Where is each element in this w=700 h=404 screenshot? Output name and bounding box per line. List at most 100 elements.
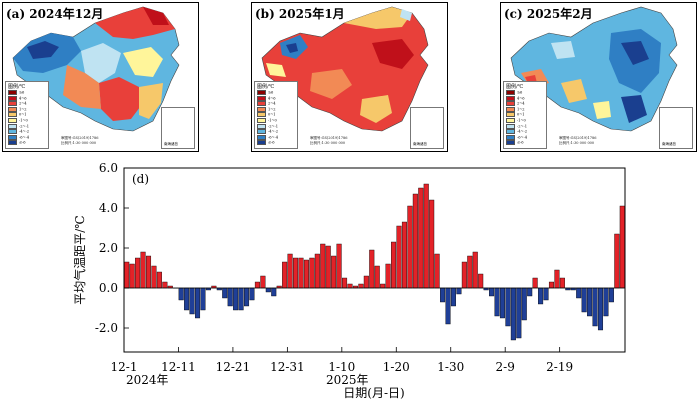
y-tick-label: 2.0 bbox=[99, 241, 118, 255]
legend-swatch bbox=[506, 90, 515, 95]
bar bbox=[190, 288, 195, 314]
bar bbox=[582, 288, 587, 312]
legend-label: -2~-1 bbox=[517, 124, 527, 128]
x-tick-label: 1-30 bbox=[437, 360, 464, 374]
legend-label: 0~1 bbox=[268, 113, 276, 117]
legend-label: -4~-2 bbox=[268, 130, 278, 134]
bar bbox=[538, 288, 543, 304]
legend-label: -4~-2 bbox=[19, 130, 29, 134]
legend-item: ≤-6 bbox=[506, 140, 544, 144]
bar bbox=[620, 206, 625, 288]
y-tick-label: -2.0 bbox=[95, 321, 118, 335]
panel-title: (a) 2024年12月 bbox=[6, 5, 103, 22]
year-label: 2025年 bbox=[326, 373, 369, 387]
bar bbox=[369, 250, 374, 288]
bar bbox=[250, 288, 255, 300]
bar bbox=[282, 262, 287, 288]
bar bbox=[244, 288, 249, 306]
bar bbox=[222, 288, 227, 298]
bar bbox=[135, 258, 140, 288]
legend-item: 0~1 bbox=[8, 112, 46, 116]
legend-label: -6~-4 bbox=[268, 135, 278, 139]
legend-label: 1~2 bbox=[268, 107, 276, 111]
legend-item: 1~2 bbox=[8, 107, 46, 111]
legend-swatch bbox=[257, 124, 266, 129]
bar bbox=[391, 242, 396, 288]
bar bbox=[609, 288, 614, 302]
legend-item: -1~0 bbox=[506, 118, 544, 122]
bar bbox=[418, 188, 423, 288]
legend-swatch bbox=[506, 101, 515, 106]
legend-item: -1~0 bbox=[257, 118, 295, 122]
x-tick-label: 1-20 bbox=[383, 360, 410, 374]
x-axis-label: 日期(月-日) bbox=[343, 386, 404, 400]
map-scale: 比例尺:1:30 000 000 bbox=[61, 141, 96, 146]
legend-label: -1~0 bbox=[268, 119, 277, 123]
bar bbox=[478, 274, 483, 288]
bar bbox=[380, 284, 385, 288]
legend-swatch bbox=[8, 135, 17, 140]
legend-swatch bbox=[8, 129, 17, 134]
legend-label: ≥6 bbox=[19, 91, 24, 95]
legend-label: ≤-6 bbox=[517, 141, 524, 145]
legend-item: -4~-2 bbox=[257, 129, 295, 133]
bar bbox=[320, 244, 325, 288]
bar bbox=[255, 282, 260, 288]
bar bbox=[146, 256, 151, 288]
bar bbox=[310, 258, 315, 288]
bar bbox=[386, 264, 391, 288]
legend-title: 图例/℃ bbox=[257, 83, 274, 90]
bar bbox=[527, 288, 532, 296]
legend-swatch bbox=[257, 96, 266, 101]
bar bbox=[511, 288, 516, 340]
legend-item: 0~1 bbox=[506, 112, 544, 116]
legend-label: 1~2 bbox=[19, 107, 27, 111]
bar bbox=[473, 252, 478, 288]
legend-swatch bbox=[257, 107, 266, 112]
legend-title: 图例/℃ bbox=[8, 83, 25, 90]
map-scale: 比例尺:1:30 000 000 bbox=[310, 141, 345, 146]
x-tick-label: 1-10 bbox=[328, 360, 355, 374]
legend-swatch bbox=[506, 107, 515, 112]
legend-swatch bbox=[8, 90, 17, 95]
bar bbox=[348, 284, 353, 288]
x-tick-label: 12-21 bbox=[216, 360, 251, 374]
bar bbox=[413, 194, 418, 288]
bar bbox=[408, 206, 413, 288]
inset-label: 南海诸岛 bbox=[413, 142, 427, 147]
legend-item: -4~-2 bbox=[8, 129, 46, 133]
bar bbox=[293, 258, 298, 288]
bar bbox=[604, 288, 609, 316]
legend-item: 0~1 bbox=[257, 112, 295, 116]
bar bbox=[130, 264, 135, 288]
legend-item: -4~-2 bbox=[506, 129, 544, 133]
inset-label: 南海诸岛 bbox=[662, 142, 676, 147]
bar bbox=[598, 288, 603, 330]
bar bbox=[288, 254, 293, 288]
bar bbox=[587, 288, 592, 316]
inset-label: 南海诸岛 bbox=[164, 142, 178, 147]
legend-label: -6~-4 bbox=[19, 135, 29, 139]
legend-label: 4~6 bbox=[19, 96, 27, 100]
legend-label: -2~-1 bbox=[19, 124, 29, 128]
x-tick-label: 12-1 bbox=[111, 360, 138, 374]
bar bbox=[157, 272, 162, 288]
bar bbox=[266, 288, 271, 292]
legend-swatch bbox=[257, 129, 266, 134]
legend-label: -1~0 bbox=[517, 119, 526, 123]
bar bbox=[342, 278, 347, 288]
y-axis-label: 平均气温距平/℃ bbox=[72, 215, 87, 304]
bar bbox=[560, 278, 565, 288]
legend-item: -1~0 bbox=[8, 118, 46, 122]
legend-swatch bbox=[506, 118, 515, 123]
legend-label: -4~-2 bbox=[517, 130, 527, 134]
bar bbox=[179, 288, 184, 300]
legend-label: ≥6 bbox=[517, 91, 522, 95]
legend-item: -6~-4 bbox=[506, 135, 544, 139]
legend-label: 4~6 bbox=[517, 96, 525, 100]
bar bbox=[331, 256, 336, 288]
legend-item: 4~6 bbox=[506, 96, 544, 100]
